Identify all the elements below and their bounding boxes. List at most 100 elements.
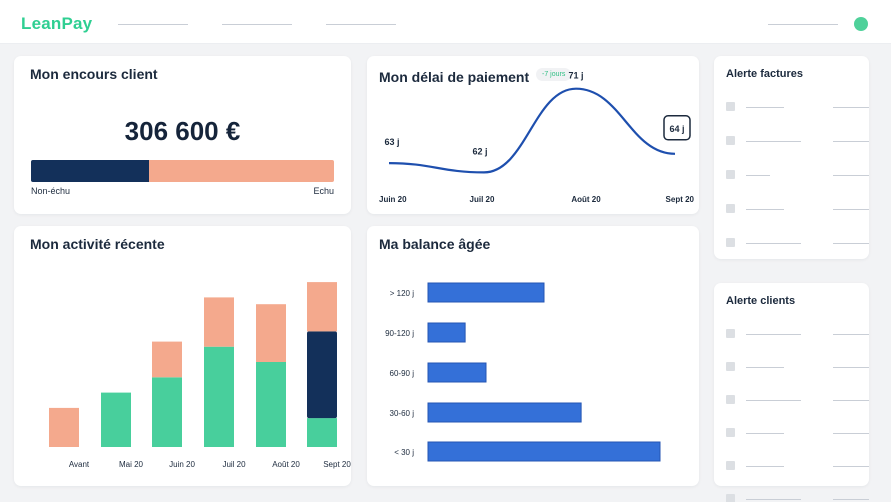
x-tick-juin-20: Juin 20 xyxy=(169,460,195,469)
alert-checkbox[interactable] xyxy=(726,395,735,404)
bar-sept-20-seg-2[interactable] xyxy=(307,282,337,332)
alert-placeholder-line xyxy=(833,433,869,434)
encours-card: Mon encours client 306 600 € Non-échu Ec… xyxy=(14,56,351,214)
alert-row[interactable] xyxy=(726,362,869,372)
app-logo[interactable]: LeanPay xyxy=(21,14,93,33)
alert-placeholder-line xyxy=(746,334,801,335)
nav-item-2[interactable] xyxy=(222,24,292,25)
alert-row[interactable] xyxy=(726,102,869,112)
alert-placeholder-line xyxy=(746,433,784,434)
hbar-30-j[interactable] xyxy=(427,441,661,462)
delai-series-line xyxy=(388,87,676,174)
alert-row[interactable] xyxy=(726,494,869,502)
bar-ao-t-20-seg-2[interactable] xyxy=(256,304,286,362)
alert-placeholder-line xyxy=(833,499,869,500)
echu-label: Echu xyxy=(313,186,334,196)
x-tick-sept-20: Sept 20 xyxy=(666,195,695,204)
bar-ao-t-20-seg-0[interactable] xyxy=(256,362,286,447)
alerte-factures-title: Alerte factures xyxy=(726,68,804,80)
alert-placeholder-line xyxy=(833,243,869,244)
non-echu-segment xyxy=(31,160,150,182)
hbar-120-j[interactable] xyxy=(427,282,545,303)
alerte-clients-card: Alerte clients xyxy=(714,283,869,502)
value-label-0: 63 j xyxy=(384,137,399,147)
alert-placeholder-line xyxy=(746,209,784,210)
x-tick-juin-20: Juin 20 xyxy=(379,195,407,204)
bar-juil-20-seg-0[interactable] xyxy=(204,346,234,447)
alert-checkbox[interactable] xyxy=(726,362,735,371)
balance-title: Ma balance âgée xyxy=(379,236,491,252)
alert-checkbox[interactable] xyxy=(726,461,735,470)
alert-placeholder-line xyxy=(746,175,770,176)
alert-row[interactable] xyxy=(726,428,869,438)
alert-placeholder-line xyxy=(833,334,869,335)
alert-placeholder-line xyxy=(746,107,784,108)
nav-item-1[interactable] xyxy=(118,24,188,25)
alert-placeholder-line xyxy=(833,175,869,176)
bar-avant-seg-2[interactable] xyxy=(49,407,79,447)
activite-card: Mon activité récente Avant Mai 20 Juin 20 J… xyxy=(14,226,351,486)
bar-juin-20-seg-0[interactable] xyxy=(152,377,182,447)
alert-checkbox[interactable] xyxy=(726,329,735,338)
value-label-2: 71 j xyxy=(568,71,583,81)
x-tick-sept-20: Sept 20 xyxy=(323,460,351,469)
x-tick-mai-20: Mai 20 xyxy=(119,460,144,469)
alert-checkbox[interactable] xyxy=(726,102,735,111)
x-tick-juil-20: Juil 20 xyxy=(222,460,246,469)
y-tick-120-j: > 120 j xyxy=(390,289,414,298)
alert-placeholder-line xyxy=(746,400,801,401)
alert-row[interactable] xyxy=(726,136,869,146)
alert-placeholder-line xyxy=(746,367,784,368)
value-label-1: 62 j xyxy=(472,146,487,156)
alert-row[interactable] xyxy=(726,461,869,471)
alert-placeholder-line xyxy=(833,107,869,108)
alert-row[interactable] xyxy=(726,238,869,248)
alert-placeholder-line xyxy=(833,209,869,210)
alert-checkbox[interactable] xyxy=(726,136,735,145)
x-tick-juil-20: Juil 20 xyxy=(470,195,495,204)
delai-card: Mon délai de paiement -7 jours Juin 20 Ju… xyxy=(367,56,699,214)
encours-title: Mon encours client xyxy=(30,66,158,82)
activite-bar-chart: Avant Mai 20 Juin 20 Juil 20 Août 20 Sept 20 xyxy=(49,282,351,469)
y-tick-30-60-j: 30-60 j xyxy=(390,409,415,418)
status-indicator[interactable] xyxy=(854,17,868,31)
alert-row[interactable] xyxy=(726,329,869,339)
x-tick-avant: Avant xyxy=(69,460,90,469)
balance-card: Ma balance âgée > 120 j 90-120 j 60-90 j 30… xyxy=(367,226,699,486)
alert-row[interactable] xyxy=(726,170,869,180)
alert-checkbox[interactable] xyxy=(726,494,735,502)
value-label-box xyxy=(663,115,691,141)
alert-checkbox[interactable] xyxy=(726,428,735,437)
balance-bar-chart: > 120 j 90-120 j 60-90 j 30-60 j < 30 j xyxy=(385,282,661,462)
delai-title: Mon délai de paiement xyxy=(379,69,530,85)
alert-row[interactable] xyxy=(726,395,869,405)
non-echu-label: Non-échu xyxy=(31,186,71,196)
bar-mai-20-seg-0[interactable] xyxy=(101,392,131,447)
y-tick-60-90-j: 60-90 j xyxy=(390,369,415,378)
alert-placeholder-line xyxy=(746,499,801,500)
bar-sept-20-seg-1[interactable] xyxy=(307,331,337,419)
nav-item-3[interactable] xyxy=(326,24,396,25)
bar-juin-20-seg-2[interactable] xyxy=(152,341,182,378)
alerte-factures-card: Alerte factures xyxy=(714,56,869,259)
alert-row[interactable] xyxy=(726,204,869,214)
x-tick-ao-t-20: Août 20 xyxy=(272,460,300,469)
bar-juil-20-seg-2[interactable] xyxy=(204,297,234,347)
alert-placeholder-line xyxy=(746,141,801,142)
alert-placeholder-line xyxy=(833,141,869,142)
echu-segment xyxy=(149,160,334,182)
encours-amount: 306 600 € xyxy=(124,116,241,146)
alert-checkbox[interactable] xyxy=(726,170,735,179)
hbar-30-60-j[interactable] xyxy=(427,402,582,423)
user-menu[interactable] xyxy=(768,24,838,25)
delai-line-chart: Juin 20 Juil 20 Août 20 Sept 20 63 j 62 j 71 j… xyxy=(379,71,695,204)
top-bar: LeanPay xyxy=(0,0,891,44)
y-tick-90-120-j: 90-120 j xyxy=(385,329,414,338)
hbar-90-120-j[interactable] xyxy=(427,322,466,343)
alert-checkbox[interactable] xyxy=(726,238,735,247)
hbar-60-90-j[interactable] xyxy=(427,362,487,383)
alert-placeholder-line xyxy=(746,466,784,467)
y-tick-30-j: < 30 j xyxy=(394,448,414,457)
bar-sept-20-seg-0[interactable] xyxy=(307,418,337,447)
alert-checkbox[interactable] xyxy=(726,204,735,213)
